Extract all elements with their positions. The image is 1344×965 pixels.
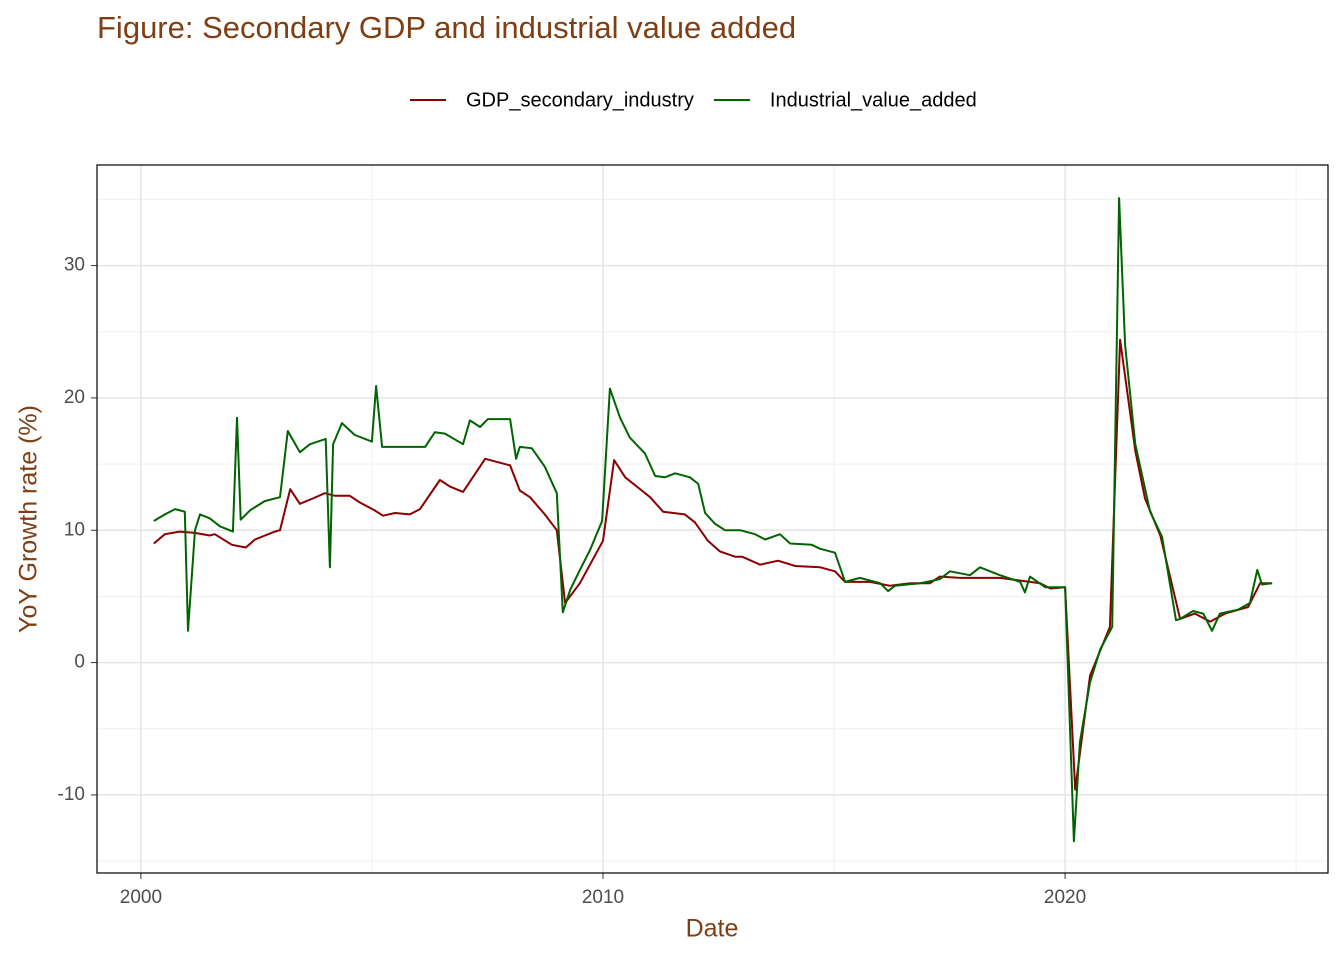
y-tick-label: 30 [64,255,85,276]
plot-border [96,164,1329,874]
x-axis-label: Date [686,915,739,943]
series-line [153,338,1273,791]
y-tick-label: 0 [74,652,85,673]
series-line [153,197,1273,843]
y-tick-label: 10 [64,519,85,540]
chart-title: Figure: Secondary GDP and industrial val… [97,10,796,45]
x-tick-label: 2000 [120,887,162,908]
x-tick-label: 2020 [1044,887,1086,908]
y-tick-label: 20 [64,387,85,408]
legend-label: GDP_secondary_industry [466,89,694,111]
x-tick-label: 2010 [582,887,624,908]
y-tick-label: -10 [58,784,85,805]
legend-label: Industrial_value_added [770,89,977,111]
y-axis-label: YoY Growth rate (%) [15,405,43,633]
